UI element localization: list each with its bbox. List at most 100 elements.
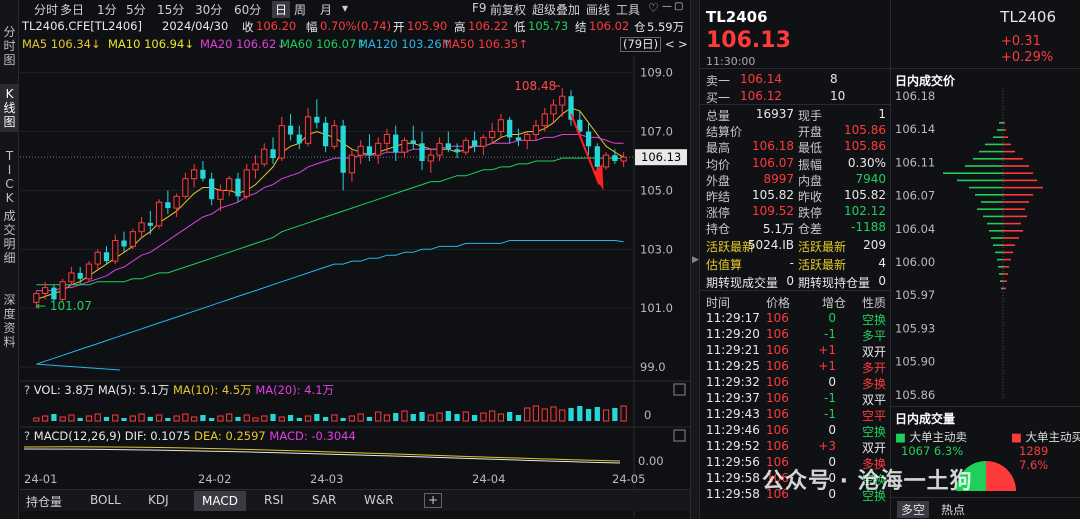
period-6[interactable]: 60分 (234, 3, 262, 17)
vtab-0[interactable]: 分时图 (3, 25, 16, 67)
big-buy-value: 1289 7.6% (1019, 444, 1049, 472)
close-value: 106.20 (256, 19, 297, 33)
tick-oi-change: 0 (828, 455, 836, 469)
tick-price: 106 (766, 359, 789, 373)
depth-price-level: 106.07 (895, 189, 935, 203)
depth-price-level: 106.04 (895, 222, 935, 236)
tick-price: 106 (766, 375, 789, 389)
extra-value: 0 (786, 274, 794, 288)
settle-value: 106.02 (589, 19, 630, 33)
depth-buy-bar (1003, 136, 1008, 138)
vol-bar (68, 414, 75, 422)
tick-nature: 空换 (862, 473, 887, 487)
quote-panel: TL2406 106.13 11:30:00 卖一 106.14 8 买一 106.12 10 总… (700, 0, 890, 519)
nav-left-button[interactable]: < (665, 37, 675, 51)
depth-tab-0[interactable]: 多空 (897, 501, 930, 518)
vol-ma20: MA(20): 4.1万 (255, 383, 334, 397)
indicator-tab-4[interactable]: RSI (264, 493, 284, 507)
collapse-arrow-icon[interactable]: ▶ (692, 255, 699, 265)
extra-value: 0 (878, 274, 886, 288)
extra-value: 209 (863, 238, 886, 252)
candle-body (410, 140, 416, 144)
indicator-tab-1[interactable]: BOLL (90, 493, 121, 507)
overlay-button[interactable]: 超级叠加 (532, 3, 581, 17)
indicator-tab-2[interactable]: KDJ (148, 493, 169, 507)
vol-bar (577, 406, 583, 421)
period-5[interactable]: 30分 (195, 3, 223, 17)
period-7[interactable]: 日 (272, 1, 291, 18)
candle-body (173, 195, 180, 209)
extra-value: 5024.IB (747, 238, 794, 252)
vol-help-icon[interactable]: ? (24, 383, 34, 397)
dea-line (23, 446, 621, 462)
period-1[interactable]: 多日 (60, 3, 85, 17)
vol-bar (147, 417, 153, 421)
separator (700, 290, 890, 291)
tick-nature: 双平 (862, 393, 887, 407)
tools-button[interactable]: 工具 (616, 3, 641, 17)
indicator-tab-3[interactable]: MACD (194, 491, 246, 511)
candle-body (366, 146, 373, 156)
period-4[interactable]: 15分 (157, 3, 185, 17)
period-8[interactable]: 周 (294, 3, 307, 17)
indicator-tab-5[interactable]: SAR (312, 493, 337, 507)
depth-sell-bar (969, 186, 1003, 189)
period-3[interactable]: 5分 (126, 3, 146, 17)
vtab-3[interactable]: 成交明细 (3, 209, 16, 265)
vol-bar (366, 417, 373, 421)
heart-icon[interactable]: ♡ (648, 1, 659, 15)
draw-button[interactable]: 画线 (586, 3, 611, 17)
depth-buy-bar (1003, 165, 1029, 167)
tick-nature: 多开 (862, 361, 887, 375)
period-2[interactable]: 1分 (97, 3, 117, 17)
tick-nature: 空换 (862, 313, 887, 327)
indicator-tab-0[interactable]: 持仓量 (26, 495, 63, 509)
macd-expand-icon[interactable] (673, 429, 686, 442)
tick-row: 11:29:25 106 +1 多开 (706, 359, 886, 375)
stat-label: 现手 (798, 109, 823, 123)
restore-icon[interactable]: ▢ (674, 1, 684, 12)
fuquan-button[interactable]: 前复权 (490, 3, 527, 17)
vol-bar (471, 415, 478, 421)
candle-body (147, 222, 153, 226)
depth-tab-1[interactable]: 热点 (941, 503, 966, 517)
nav-right-button[interactable]: > (678, 37, 688, 51)
bar-count[interactable]: (79日) (620, 37, 662, 52)
stat-label: 结算价 (706, 125, 743, 140)
indicator-tab-6[interactable]: W&R (364, 493, 394, 507)
stat-value: 102.12 (844, 204, 886, 219)
vol-bar (77, 418, 83, 421)
vol-bar (348, 415, 356, 422)
last-price-tag-bg (635, 149, 687, 166)
ma120-label: MA120 103.26↑ (358, 37, 452, 51)
period-more-icon[interactable]: ▾ (342, 1, 349, 15)
tick-time: 11:29:46 (706, 423, 760, 437)
quote-info-bar: TL2406.CFE[TL2406] 2024/04/30 收 106.20 幅… (20, 19, 690, 35)
macd-help-icon[interactable]: ? (24, 429, 34, 443)
tick-header-cell: 时间 (706, 296, 731, 310)
candle-body (340, 125, 346, 173)
f9-button[interactable]: F9 (472, 1, 487, 15)
panel-divider[interactable]: ▶ (690, 0, 700, 519)
kline-chart[interactable]: 109.0 107.0 105.0 103.0 101.0 99.0 108.48 ← 101… (20, 55, 690, 517)
oi-value: 5.59万 (647, 20, 685, 34)
vol-expand-icon[interactable] (673, 383, 686, 396)
period-0[interactable]: 分时 (34, 3, 59, 17)
vol-bar (94, 413, 101, 422)
period-9[interactable]: 月 (320, 3, 333, 17)
add-indicator-button[interactable]: + (424, 493, 443, 508)
vtab-4[interactable]: 深度资料 (3, 293, 16, 349)
last-price: 106.13 (706, 28, 791, 53)
candle-body (348, 154, 356, 174)
vol-bar (331, 414, 338, 422)
big-sell-text: 大单主动卖 (909, 430, 968, 444)
candle-body (419, 143, 425, 161)
bid1: 买一 106.12 10 (706, 89, 886, 105)
bid1-price: 106.12 (740, 89, 782, 103)
ma120-line-ext (36, 363, 121, 371)
candle-body (103, 252, 110, 262)
minimize-icon[interactable]: — (662, 1, 672, 12)
tick-row: 11:29:43 106 -1 空平 (706, 407, 886, 423)
